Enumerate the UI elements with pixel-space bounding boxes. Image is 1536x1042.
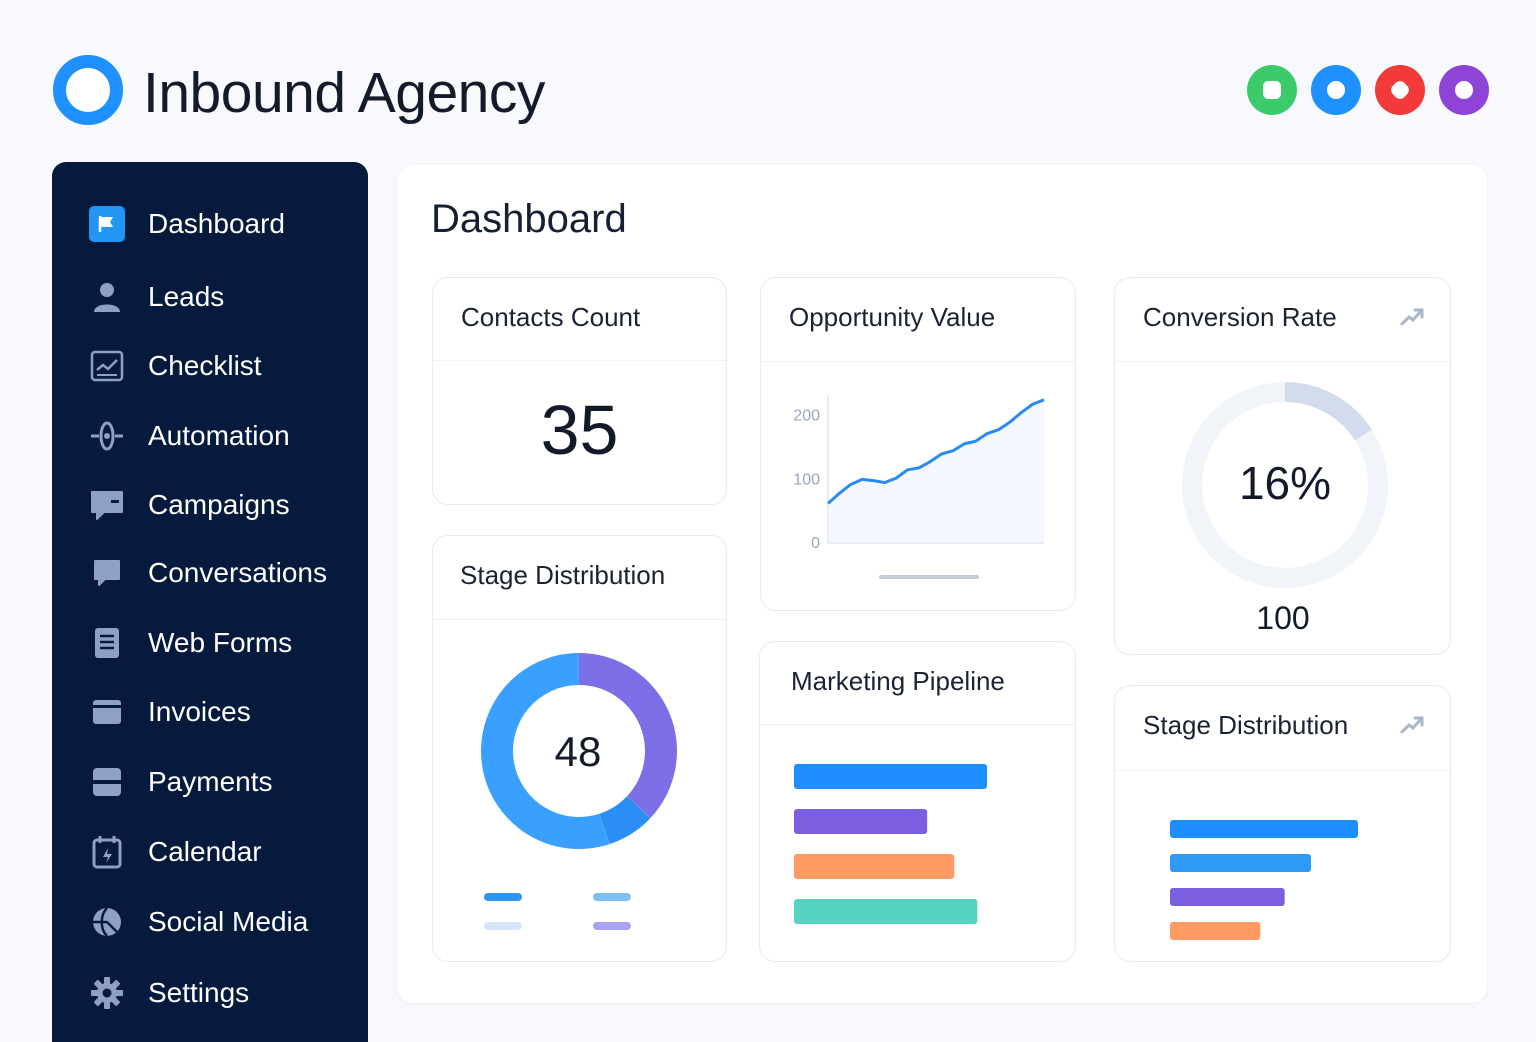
bar[interactable] xyxy=(794,899,978,924)
pipeline-bar-chart xyxy=(794,764,987,924)
card-title: Stage Distribution xyxy=(1143,710,1349,740)
card-header: Stage Distribution xyxy=(433,536,726,620)
stage-bar-chart xyxy=(1170,820,1358,940)
conversion-rate-card[interactable]: Conversion Rate 16% 100 xyxy=(1114,277,1451,655)
sidebar-item-leads[interactable]: Leads xyxy=(52,272,368,322)
card-title: Marketing Pipeline xyxy=(791,666,1005,696)
sidebar-item-payments[interactable]: Payments xyxy=(52,757,368,807)
sidebar-item-conversations[interactable]: Conversations xyxy=(52,548,368,598)
bar[interactable] xyxy=(1170,888,1285,906)
sidebar-item-label: Dashboard xyxy=(148,208,285,239)
sidebar-item-invoices[interactable]: Invoices xyxy=(52,687,368,737)
trend-up-icon[interactable] xyxy=(1400,306,1424,333)
sidebar-item-label: Automation xyxy=(148,420,290,451)
conversion-footer-value: 100 xyxy=(1256,600,1310,636)
sidebar-item-label: Payments xyxy=(148,766,273,797)
y-tick-label: 200 xyxy=(793,408,820,425)
app-title: Inbound Agency xyxy=(143,61,545,125)
chat-icon xyxy=(88,486,126,524)
sidebar-item-label: Campaigns xyxy=(148,489,290,520)
sidebar-item-label: Social Media xyxy=(148,906,309,937)
calendar-icon xyxy=(88,833,126,871)
card-header: Contacts Count xyxy=(433,278,726,361)
automation-icon xyxy=(88,417,126,455)
opportunity-series-line xyxy=(826,398,1045,505)
invoice-icon xyxy=(88,693,126,731)
y-tick-label: 0 xyxy=(811,535,820,552)
line-area-fill xyxy=(828,399,1044,543)
opportunity-line-chart: 0 100 200 xyxy=(793,395,1045,579)
contacts-count-card[interactable]: Contacts Count 35 xyxy=(432,277,727,505)
sidebar-item-label: Conversations xyxy=(148,557,327,588)
flag-icon xyxy=(88,205,126,243)
donut-center-value: 48 xyxy=(554,728,602,775)
card-header: Stage Distribution xyxy=(1115,686,1450,771)
legend-swatch xyxy=(593,922,631,930)
sidebar-item-web-forms[interactable]: Web Forms xyxy=(52,618,368,668)
bar[interactable] xyxy=(794,764,987,789)
page-title: Dashboard xyxy=(431,197,627,241)
legend-swatch xyxy=(484,922,522,930)
card-title: Stage Distribution xyxy=(460,560,666,590)
sidebar-item-campaigns[interactable]: Campaigns xyxy=(52,480,368,530)
donut-slice[interactable] xyxy=(481,653,610,849)
donut-slice[interactable] xyxy=(599,796,651,845)
chart-scroll-bar[interactable] xyxy=(879,575,979,579)
stage-distribution-card[interactable]: Stage Distribution 48 xyxy=(432,535,727,962)
bar[interactable] xyxy=(794,809,928,834)
conversion-gauge xyxy=(1182,382,1388,588)
sidebar-item-calendar[interactable]: Calendar xyxy=(52,827,368,877)
sidebar-item-label: Invoices xyxy=(148,696,251,727)
sidebar-item-automation[interactable]: Automation xyxy=(52,411,368,461)
contacts-count-value: 35 xyxy=(540,391,619,469)
person-icon xyxy=(88,278,126,316)
card-title: Contacts Count xyxy=(461,302,641,332)
stage-donut-chart xyxy=(481,653,677,930)
card-title: Opportunity Value xyxy=(789,302,996,332)
gear-icon xyxy=(88,974,126,1012)
status-dots xyxy=(1247,65,1489,115)
green-status-dot[interactable] xyxy=(1247,65,1297,115)
legend-swatch xyxy=(484,893,522,901)
marketing-pipeline-card[interactable]: Marketing Pipeline xyxy=(759,641,1076,962)
sidebar-item-dashboard[interactable]: Dashboard xyxy=(52,199,368,249)
bar[interactable] xyxy=(1170,922,1261,940)
sidebar-item-label: Leads xyxy=(148,281,225,312)
trend-up-icon[interactable] xyxy=(1400,714,1424,741)
sidebar-item-social-media[interactable]: Social Media xyxy=(52,897,368,947)
card-header: Marketing Pipeline xyxy=(760,642,1075,725)
conversation-icon xyxy=(88,554,126,592)
bar[interactable] xyxy=(1170,820,1358,838)
sidebar-item-label: Calendar xyxy=(148,836,262,867)
sidebar: Dashboard Leads Checklist Automation Cam… xyxy=(52,162,368,1042)
card-title: Conversion Rate xyxy=(1143,302,1337,332)
gauge-progress xyxy=(1285,382,1372,441)
stage-distribution-bars-card[interactable]: Stage Distribution xyxy=(1114,685,1451,962)
card-header: Conversion Rate xyxy=(1115,278,1450,362)
sidebar-item-label: Checklist xyxy=(148,350,262,381)
bar[interactable] xyxy=(794,854,955,879)
sidebar-item-label: Web Forms xyxy=(148,627,293,658)
card-header: Opportunity Value xyxy=(761,278,1075,362)
legend-swatch xyxy=(593,893,631,901)
conversion-rate-value: 16% xyxy=(1238,457,1332,509)
sidebar-item-label: Settings xyxy=(148,977,250,1008)
globe-icon xyxy=(88,903,126,941)
opportunity-value-card[interactable]: Opportunity Value 0 100 200 xyxy=(760,277,1076,611)
card-icon xyxy=(88,763,126,801)
bar[interactable] xyxy=(1170,854,1311,872)
chart-icon xyxy=(88,347,126,385)
donut-slice[interactable] xyxy=(579,653,677,819)
sidebar-item-settings[interactable]: Settings xyxy=(52,968,368,1018)
blue-status-dot[interactable] xyxy=(1311,65,1361,115)
logo-icon xyxy=(53,55,123,125)
form-icon xyxy=(88,624,126,662)
purple-status-dot[interactable] xyxy=(1439,65,1489,115)
sidebar-item-checklist[interactable]: Checklist xyxy=(52,341,368,391)
y-tick-label: 100 xyxy=(793,471,820,488)
red-status-dot[interactable] xyxy=(1375,65,1425,115)
